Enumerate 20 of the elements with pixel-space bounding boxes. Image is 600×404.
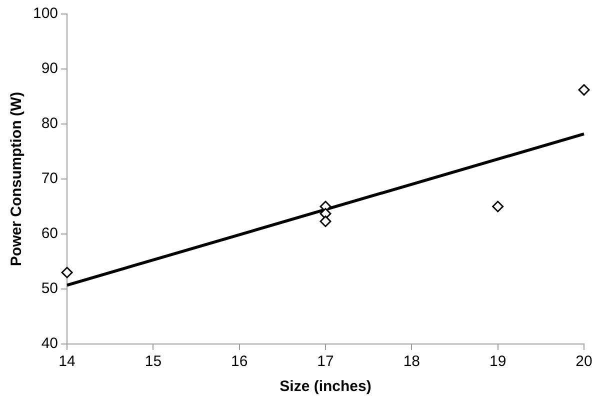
x-tick-label: 19 [489,353,506,370]
x-tick-label: 15 [144,353,162,370]
point [61,266,73,278]
y-tick-label: 40 [41,335,58,352]
point [320,216,332,228]
x-tick-label: 14 [58,353,76,370]
y-tick-label: 50 [41,280,58,298]
y-tick-label: 70 [41,170,58,188]
x-tick-label: 17 [317,353,334,370]
point [492,200,504,212]
y-axis-title: Power Consumption (W) [8,92,26,266]
point [578,84,590,96]
y-tick-label: 80 [41,115,58,132]
x-tick-label: 18 [403,353,420,370]
x-tick-label: 16 [231,353,248,370]
y-tick-label: 100 [32,5,58,22]
x-axis-title: Size (inches) [280,378,372,396]
y-tick-label: 60 [41,225,58,242]
x-tick-label: 20 [576,353,592,370]
y-tick-label: 90 [41,60,58,78]
